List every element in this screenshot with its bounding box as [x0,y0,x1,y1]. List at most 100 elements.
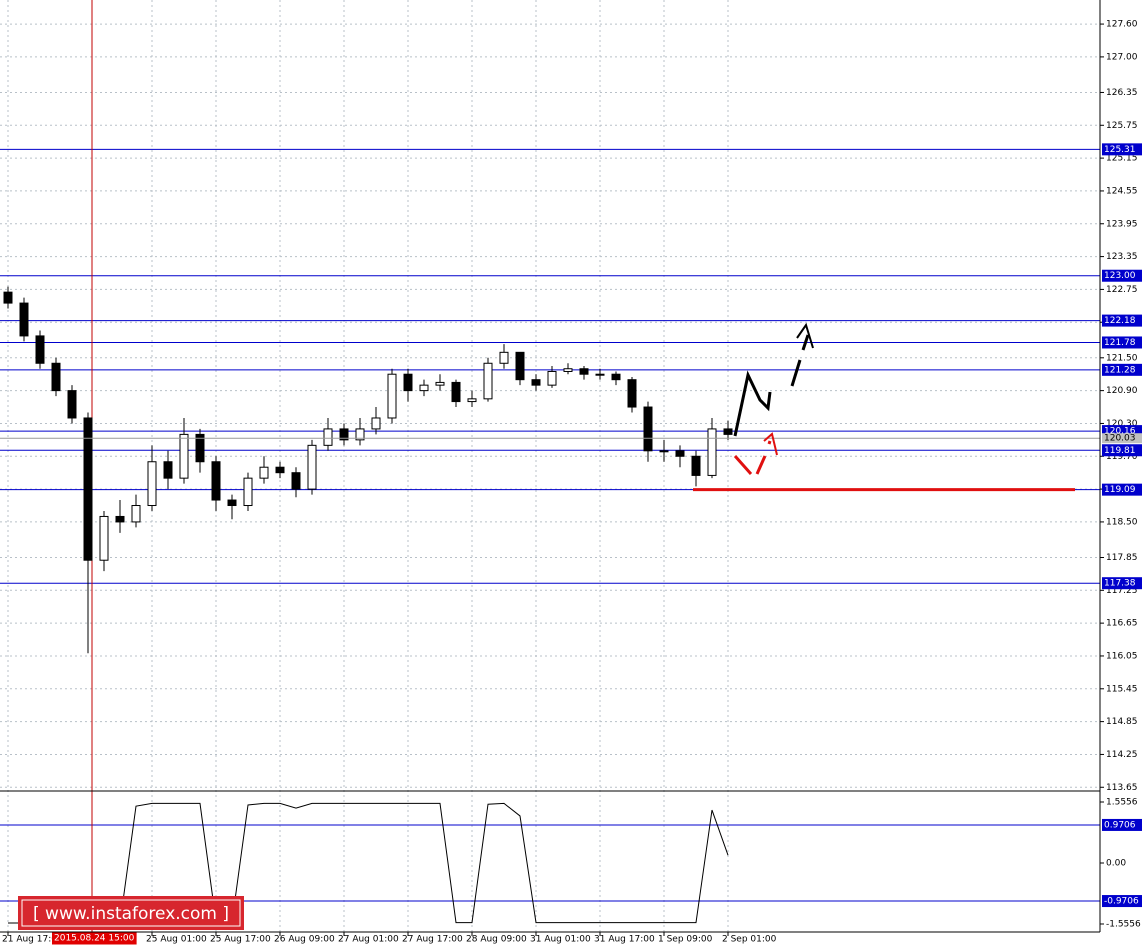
level-label: 121.28 [1104,365,1136,375]
y-tick-label: 0.00 [1106,858,1126,868]
candle-body [691,455,701,476]
y-tick-label: 125.15 [1106,154,1138,164]
x-tick-label: 25 Aug 17:00 [210,935,271,945]
level-label-box [1102,143,1142,156]
candle-body [51,362,61,392]
candle-body [387,373,397,419]
candle-body [419,384,429,392]
level-label-box [1102,895,1142,908]
x-tick-label: 27 Aug 17:00 [402,935,463,945]
candle-body [611,373,621,381]
candle-body [163,461,173,479]
level-label: 119.81 [1104,446,1136,456]
candle-body [35,335,45,364]
candle-body [131,505,141,523]
candle-body [675,450,685,457]
last-price-box [1102,433,1142,444]
arrow-head [763,432,778,456]
candle-body [531,379,541,386]
level-label: 117.38 [1104,579,1136,589]
candle-body [275,466,285,474]
candle-body [483,362,493,400]
x-tick-label: 27 Aug 01:00 [338,935,399,945]
indicator-line [8,802,729,924]
y-tick-label: 120.90 [1106,386,1138,396]
y-tick-label: 114.85 [1106,717,1138,727]
level-label-box [1102,483,1142,496]
candle-body [355,428,365,441]
level-label: 119.09 [1104,485,1136,495]
y-tick-label: 120.30 [1106,419,1138,429]
x-tick-label: 26 Aug 09:00 [274,935,335,945]
watermark-text: [ www.instaforex.com ] [33,904,229,924]
candle-body [435,381,445,386]
y-tick-label: 1.5556 [1106,798,1138,808]
level-label-box [1102,314,1142,327]
y-tick-label: 123.95 [1106,219,1138,229]
level-label-box [1102,444,1142,457]
candle-body [403,373,413,392]
y-tick-label: 122.75 [1106,285,1138,295]
x-tick-label: 1 Sep 09:00 [658,935,713,945]
y-tick-label: -1.5556 [1106,919,1141,929]
candle-body [499,351,509,364]
y-tick-label: 127.00 [1106,52,1138,62]
level-label: -0.9706 [1104,897,1139,907]
y-tick-label: 115.45 [1106,684,1138,694]
candle-body [83,417,93,561]
candle-body [323,428,333,446]
x-tick-label: 21 Aug 17:00 [2,935,63,945]
candle-body [259,466,269,479]
candle-body [595,373,605,376]
x-tick-label: 31 Aug 17:00 [594,935,655,945]
y-tick-label: 127.60 [1106,20,1138,30]
candle-body [547,370,557,386]
candle-body [67,390,77,419]
candle-body [371,417,381,430]
candle-body [115,515,125,523]
candle-body [227,499,237,507]
y-tick-label: 126.35 [1106,88,1138,98]
level-label-box [1102,577,1142,590]
level-label: 120.16 [1104,427,1136,437]
grid-layer [0,0,1100,932]
candle-body [339,428,349,441]
candle-body [195,433,205,463]
forecast-arrow [733,370,772,437]
candle-body [211,461,221,501]
y-tick-label: 114.25 [1106,750,1138,760]
y-tick-label: 116.65 [1106,619,1138,629]
candle-body [19,302,29,337]
y-tick-label: 123.35 [1106,252,1138,262]
y-tick-label: 124.55 [1106,186,1138,196]
level-label-box [1102,363,1142,376]
arrow-head [796,322,814,349]
y-tick-label: 113.65 [1106,783,1138,793]
candle-body [99,515,109,561]
level-label-box [1102,269,1142,282]
crosshair-label-box [52,932,137,945]
candle-body [147,461,157,507]
forecast-arrow [733,440,772,475]
y-tick-label: 125.75 [1106,121,1138,131]
candle-body [3,291,13,304]
y-tick-label: 116.05 [1106,651,1138,661]
candle-body [291,472,301,490]
level-label-box [1102,336,1142,349]
candle-body [451,381,461,403]
y-tick-label: 117.85 [1106,553,1138,563]
candle-body [515,351,525,381]
level-label: 121.78 [1104,338,1136,348]
candle-body [563,368,573,372]
candle-body [307,444,317,490]
watermark: [ www.instaforex.com ] [18,896,244,930]
candle-body [707,428,717,476]
candle-body [243,477,253,507]
last-price-label: 120.03 [1104,434,1136,444]
candle-body [643,406,653,452]
level-label: 123.00 [1104,271,1136,281]
y-tick-label: 118.50 [1106,517,1138,527]
x-tick-label: 28 Aug 09:00 [466,935,527,945]
